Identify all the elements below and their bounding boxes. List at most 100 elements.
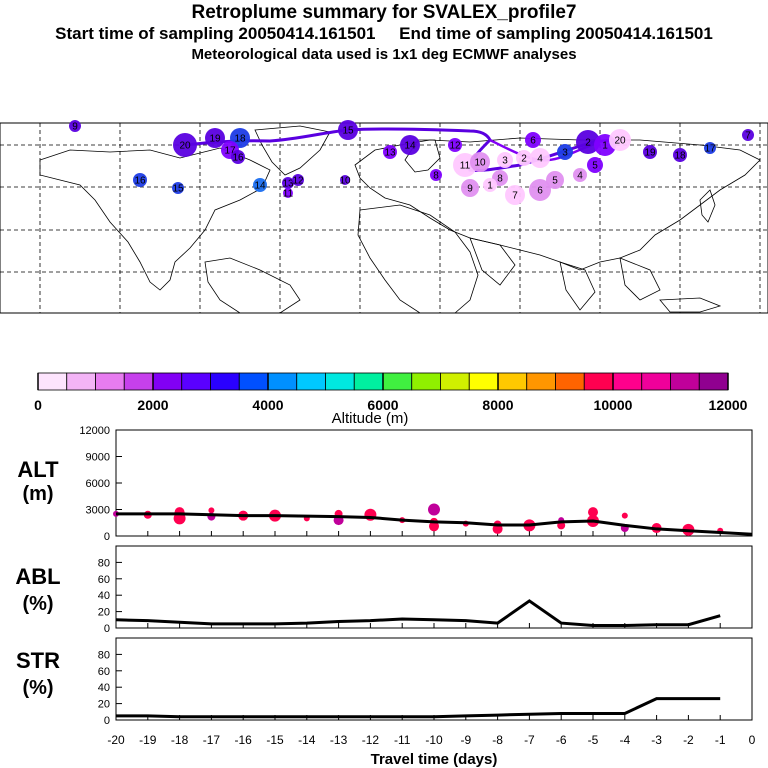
panel-ylabel-unit: (%) [22, 677, 53, 699]
plume-cluster-label: 18 [234, 134, 246, 145]
plume-cluster-label: 19 [644, 148, 656, 159]
plume-cluster: 10 [339, 175, 351, 187]
colorbar-segment [267, 372, 298, 391]
plume-cluster: 20 [609, 129, 631, 151]
map-gridlines [0, 123, 768, 313]
x-tick-label: -5 [588, 733, 599, 747]
plume-cluster: 10 [470, 152, 490, 172]
colorbar-segment [698, 372, 729, 391]
plume-cluster-circle [430, 169, 442, 181]
plume-cluster-label: 3 [502, 156, 508, 167]
plume-cluster-circle [282, 177, 294, 189]
plume-cluster-label: 2 [521, 154, 527, 165]
colorbar-segment [468, 372, 499, 391]
colorbar-segment [411, 372, 441, 391]
y-tick-label: 12000 [79, 425, 110, 437]
plume-cluster-label: 19 [209, 134, 221, 145]
colorbar-tick-label: 10000 [594, 397, 633, 413]
plume-cluster-label: 8 [433, 171, 439, 182]
plume-cluster-circle [505, 185, 525, 205]
x-tick-label: -16 [235, 733, 253, 747]
colorbar-segment [670, 372, 700, 391]
x-tick-label: -14 [298, 733, 316, 747]
plume-cluster-circle [172, 182, 184, 194]
plume-cluster-label: 12 [449, 141, 461, 152]
x-tick-label: -15 [266, 733, 284, 747]
plume-cluster-circle [643, 145, 657, 159]
plume-cluster-circle [673, 148, 687, 162]
colorbar-tick-label: 2000 [137, 397, 168, 413]
time-series-panels: ALT(m)120009000600030000ABL(%)806040200S… [15, 425, 755, 768]
colorbar-tick-label: 12000 [709, 397, 748, 413]
plume-cluster: 13 [383, 145, 397, 159]
colorbar-segment [210, 372, 240, 391]
plume-cluster: 8 [430, 169, 442, 182]
met-data-line: Meteorological data used is 1x1 deg ECMW… [191, 46, 577, 63]
plume-cluster: 7 [742, 129, 754, 142]
y-tick-label: 20 [98, 607, 110, 619]
plume-cluster-circle [133, 173, 147, 187]
altitude-colorbar: 0 2000 4000 6000 8000 10000 12000 [34, 372, 748, 413]
x-tick-label: -12 [362, 733, 380, 747]
colorbar-segment [497, 372, 528, 391]
y-tick-label: 0 [104, 531, 110, 543]
plume-cluster-label: 14 [254, 181, 266, 192]
plume-cluster: 15 [172, 182, 184, 195]
colorbar-segment [641, 372, 671, 391]
plume-cluster-label: 15 [342, 126, 354, 137]
plume-cluster: 9 [69, 120, 81, 133]
plume-cluster-circle [470, 152, 490, 172]
panel-abl: ABL (%) 80 60 40 20 0 [15, 545, 753, 635]
panel-frame [115, 637, 753, 721]
plume-cluster: 19 [643, 145, 657, 159]
colorbar-tick-label: 4000 [252, 397, 283, 413]
colorbar-segment [353, 372, 384, 391]
scatter-point [208, 507, 215, 514]
plume-cluster-label: 9 [72, 122, 78, 133]
chart-title: Retroplume summary for SVALEX_profile7 [191, 2, 577, 23]
plume-cluster-label: 12 [292, 176, 304, 187]
plume-cluster: 6 [525, 132, 541, 148]
plume-cluster: 5 [587, 157, 603, 173]
y-tick-label: 40 [98, 682, 110, 694]
plume-cluster-label: 10 [339, 176, 351, 187]
panel-frame [115, 545, 753, 629]
plume-cluster: 2 [516, 150, 532, 166]
plume-cluster-circle [205, 128, 225, 148]
plume-cluster-label: 1 [602, 141, 608, 152]
panel-ylabel: ABL [15, 564, 60, 589]
plume-cluster-label: 15 [172, 184, 184, 195]
plume-cluster-label: 17 [224, 146, 236, 157]
plume-cluster-circle [609, 129, 631, 151]
plume-cluster-circle [576, 130, 600, 154]
plume-cluster-label: 10 [474, 158, 486, 169]
plume-cluster-circle [516, 150, 532, 166]
y-tick-label: 80 [98, 649, 110, 661]
plume-cluster-circle [69, 120, 81, 132]
colorbar-segment [583, 372, 614, 391]
plume-cluster-circle [573, 168, 587, 182]
x-tick-label: -8 [492, 733, 503, 747]
y-tick-label: 20 [98, 699, 110, 711]
plume-cluster-circle [340, 175, 350, 185]
y-tick-label: 60 [98, 666, 110, 678]
plume-cluster-circle [546, 171, 564, 189]
colorbar-segment [95, 372, 125, 391]
plume-cluster-label: 16 [134, 176, 146, 187]
plume-cluster-label: 6 [537, 186, 543, 197]
y-tick-label: 80 [98, 557, 110, 569]
plume-cluster-label: 13 [282, 179, 294, 190]
panel-alt: ALT(m) 12000 9000 6000 3000 0 [17, 425, 753, 543]
plume-cluster-circle [253, 178, 267, 192]
plume-cluster: 16 [231, 150, 245, 164]
plume-cluster-label: 6 [530, 136, 536, 147]
colorbar-segment [440, 372, 470, 391]
plume-cluster-circle [497, 152, 513, 168]
colorbar-segment [325, 372, 355, 391]
plume-cluster-label: 1 [487, 181, 493, 192]
plume-cluster-label: 5 [592, 161, 598, 172]
scatter-point [429, 521, 439, 532]
y-tick-label: 60 [98, 574, 110, 586]
